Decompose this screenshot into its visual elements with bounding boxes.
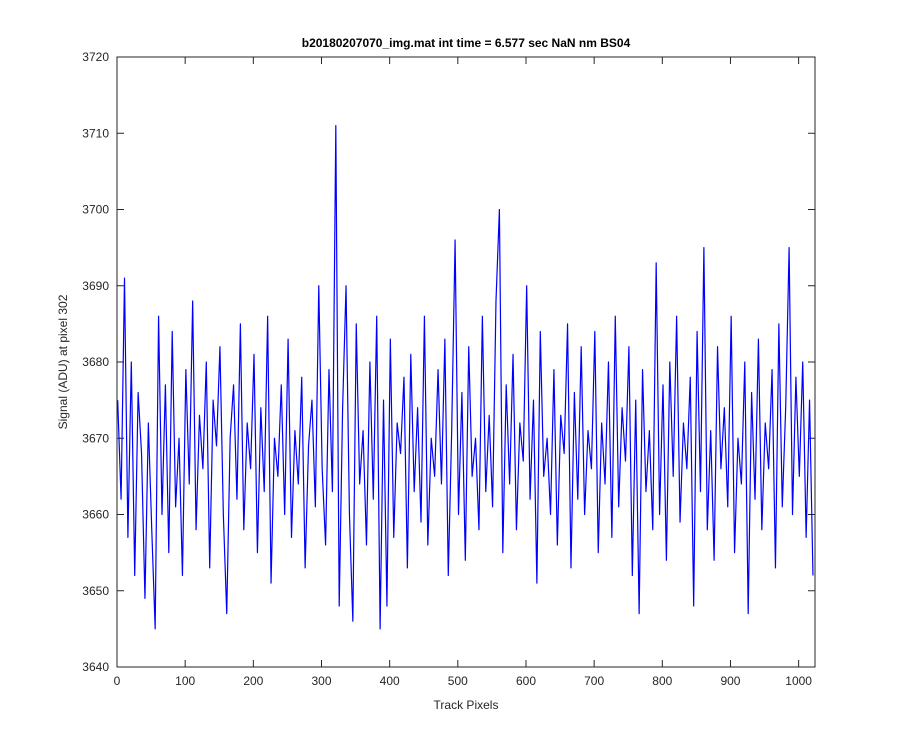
x-tick-label: 700 <box>584 674 604 688</box>
y-tick-label: 3640 <box>82 660 109 674</box>
y-tick-label: 3650 <box>82 584 109 598</box>
y-tick-label: 3700 <box>82 203 109 217</box>
x-tick-label: 100 <box>175 674 195 688</box>
chart-title: b20180207070_img.mat int time = 6.577 se… <box>302 36 631 50</box>
x-axis-label: Track Pixels <box>434 698 499 712</box>
x-tick-label: 0 <box>114 674 121 688</box>
y-tick-label: 3720 <box>82 50 109 64</box>
x-tick-label: 600 <box>516 674 536 688</box>
x-tick-label: 900 <box>720 674 740 688</box>
y-tick-label: 3670 <box>82 431 109 445</box>
x-tick-label: 800 <box>652 674 672 688</box>
y-tick-label: 3660 <box>82 508 109 522</box>
y-tick-label: 3680 <box>82 355 109 369</box>
plot-area <box>117 57 815 667</box>
y-tick-label: 3710 <box>82 126 109 140</box>
x-tick-label: 400 <box>380 674 400 688</box>
y-axis-label: Signal (ADU) at pixel 302 <box>56 294 70 429</box>
x-tick-label: 300 <box>311 674 331 688</box>
axes-box <box>116 56 816 668</box>
x-tick-label: 200 <box>243 674 263 688</box>
y-tick-label: 3690 <box>82 279 109 293</box>
data-line <box>117 125 814 630</box>
x-tick-label: 500 <box>448 674 468 688</box>
x-tick-label: 1000 <box>785 674 812 688</box>
